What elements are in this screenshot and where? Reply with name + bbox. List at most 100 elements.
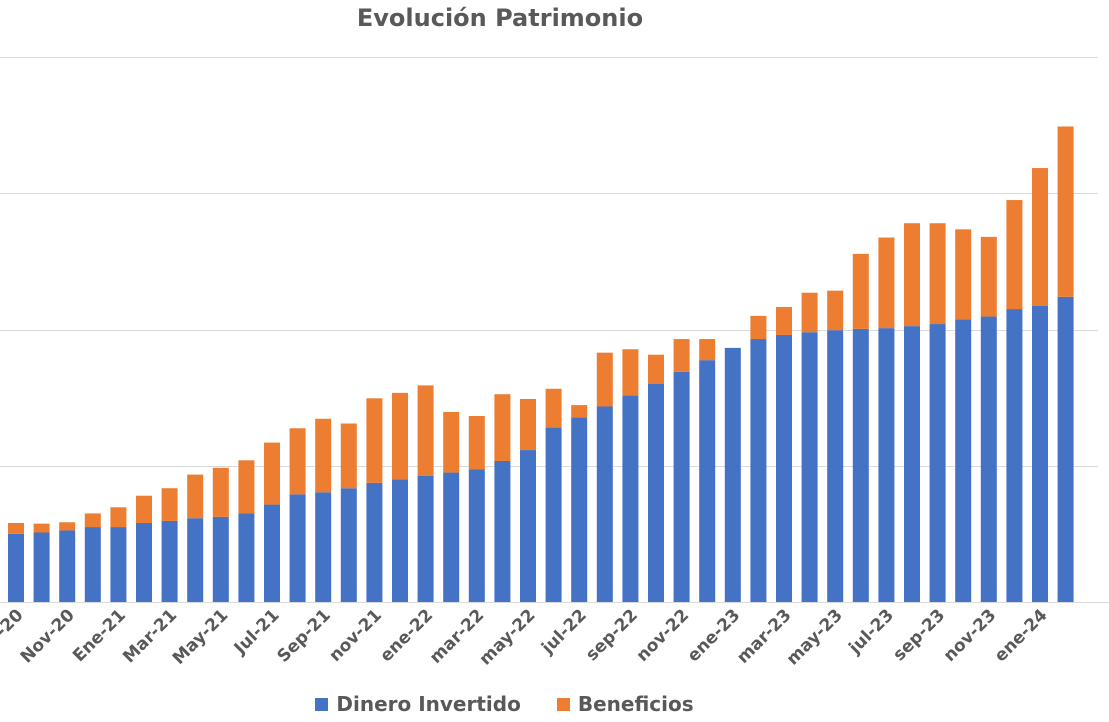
bar-dinero-invertido (1057, 296, 1074, 602)
bar-dinero-invertido (494, 460, 511, 602)
bar-beneficios (801, 292, 818, 333)
bar-beneficios (84, 513, 101, 528)
bar-dinero-invertido (520, 450, 536, 602)
bar-beneficios (468, 416, 485, 470)
chart-title: Evolución Patrimonio (356, 4, 644, 32)
bar-dinero-invertido (8, 533, 24, 602)
legend-swatch-beneficios (556, 697, 570, 711)
bar-beneficios (494, 394, 511, 461)
bar-dinero-invertido (904, 326, 920, 602)
bar-beneficios (1057, 126, 1074, 297)
bar-beneficios (264, 442, 280, 505)
bar-beneficios (443, 411, 460, 473)
x-tick-label: may-22 (476, 605, 540, 669)
bar-beneficios (699, 339, 716, 361)
x-tick-label: sep-22 (582, 605, 642, 665)
bar-dinero-invertido (264, 504, 280, 602)
bar-dinero-invertido (955, 319, 972, 602)
bar-dinero-invertido (187, 518, 204, 602)
bar-dinero-invertido (238, 513, 255, 602)
bar-dinero-invertido (161, 520, 178, 602)
bar-beneficios (8, 522, 24, 534)
x-tick-label: ene-24 (991, 605, 1052, 666)
bar-beneficios (289, 428, 306, 495)
bar-dinero-invertido (417, 475, 434, 602)
bar-dinero-invertido (750, 339, 767, 602)
x-tick-label: sep-23 (889, 605, 949, 665)
bar-beneficios (852, 253, 869, 329)
legend-item-beneficios: Beneficios (556, 692, 694, 716)
bar-beneficios (340, 423, 357, 489)
bar-dinero-invertido (315, 492, 332, 602)
bar-beneficios (59, 522, 76, 531)
bar-dinero-invertido (340, 488, 357, 602)
bar-dinero-invertido (443, 472, 460, 602)
bar-beneficios (648, 354, 664, 384)
bar-beneficios (904, 223, 920, 327)
bar-dinero-invertido (980, 316, 997, 602)
bar-beneficios (187, 474, 204, 519)
bar-dinero-invertido (852, 328, 869, 602)
bar-dinero-invertido (289, 494, 306, 602)
bar-beneficios (980, 236, 997, 317)
bar-dinero-invertido (776, 334, 792, 602)
legend-label-dinero-invertido: Dinero Invertido (336, 692, 521, 716)
bar-dinero-invertido (673, 371, 690, 602)
bar-beneficios (110, 507, 127, 528)
bar-beneficios (315, 418, 332, 493)
x-tick-label: Sep-21 (273, 605, 334, 666)
bar-beneficios (212, 467, 229, 517)
bar-beneficios (1032, 168, 1048, 306)
bars (8, 126, 1074, 602)
bar-dinero-invertido (827, 330, 844, 602)
bar-beneficios (392, 392, 408, 480)
bar-beneficios (955, 229, 972, 320)
bar-dinero-invertido (136, 522, 152, 602)
bar-dinero-invertido (468, 469, 485, 602)
x-tick-label: nov-21 (325, 605, 386, 666)
bar-beneficios (673, 339, 690, 372)
x-tick-label: May-21 (169, 605, 232, 668)
bar-dinero-invertido (110, 527, 127, 602)
x-tick-label: Nov-20 (17, 605, 79, 667)
bar-beneficios (750, 315, 767, 340)
bar-dinero-invertido (1006, 309, 1023, 602)
bar-dinero-invertido (545, 427, 562, 602)
bar-dinero-invertido (648, 384, 664, 602)
x-tick-label: nov-22 (633, 605, 694, 666)
bar-dinero-invertido (724, 347, 741, 602)
bar-beneficios (417, 385, 434, 476)
bar-dinero-invertido (571, 417, 588, 602)
bar-beneficios (545, 388, 562, 428)
bar-beneficios (571, 405, 588, 418)
bar-beneficios (136, 495, 152, 523)
bar-beneficios (929, 223, 946, 325)
bar-dinero-invertido (929, 324, 946, 602)
bar-dinero-invertido (878, 328, 895, 602)
bar-beneficios (33, 523, 50, 533)
x-tick-label: nov-23 (940, 605, 1001, 666)
x-tick-label: may-23 (783, 605, 847, 669)
bar-dinero-invertido (699, 360, 716, 602)
legend: Dinero Invertido Beneficios (0, 692, 1009, 716)
bar-dinero-invertido (801, 332, 818, 602)
legend-label-beneficios: Beneficios (577, 692, 694, 716)
bar-dinero-invertido (59, 530, 76, 602)
legend-item-dinero-invertido: Dinero Invertido (315, 692, 521, 716)
bar-dinero-invertido (1032, 305, 1048, 602)
bar-dinero-invertido (212, 516, 229, 602)
bar-dinero-invertido (596, 406, 613, 602)
x-tick-label: Ene-21 (69, 605, 130, 666)
bar-dinero-invertido (84, 527, 101, 602)
bar-beneficios (776, 307, 792, 335)
bar-beneficios (878, 237, 895, 329)
bar-beneficios (1006, 200, 1023, 310)
x-axis-tick-labels: Sep-20Nov-20Ene-21Mar-21May-21Jul-21Sep-… (0, 605, 1052, 669)
bar-beneficios (238, 460, 255, 514)
bar-beneficios (622, 349, 639, 396)
bar-dinero-invertido (622, 395, 639, 602)
bar-beneficios (520, 398, 536, 451)
bar-dinero-invertido (366, 482, 383, 602)
bar-beneficios (366, 398, 383, 483)
bar-beneficios (161, 488, 178, 521)
